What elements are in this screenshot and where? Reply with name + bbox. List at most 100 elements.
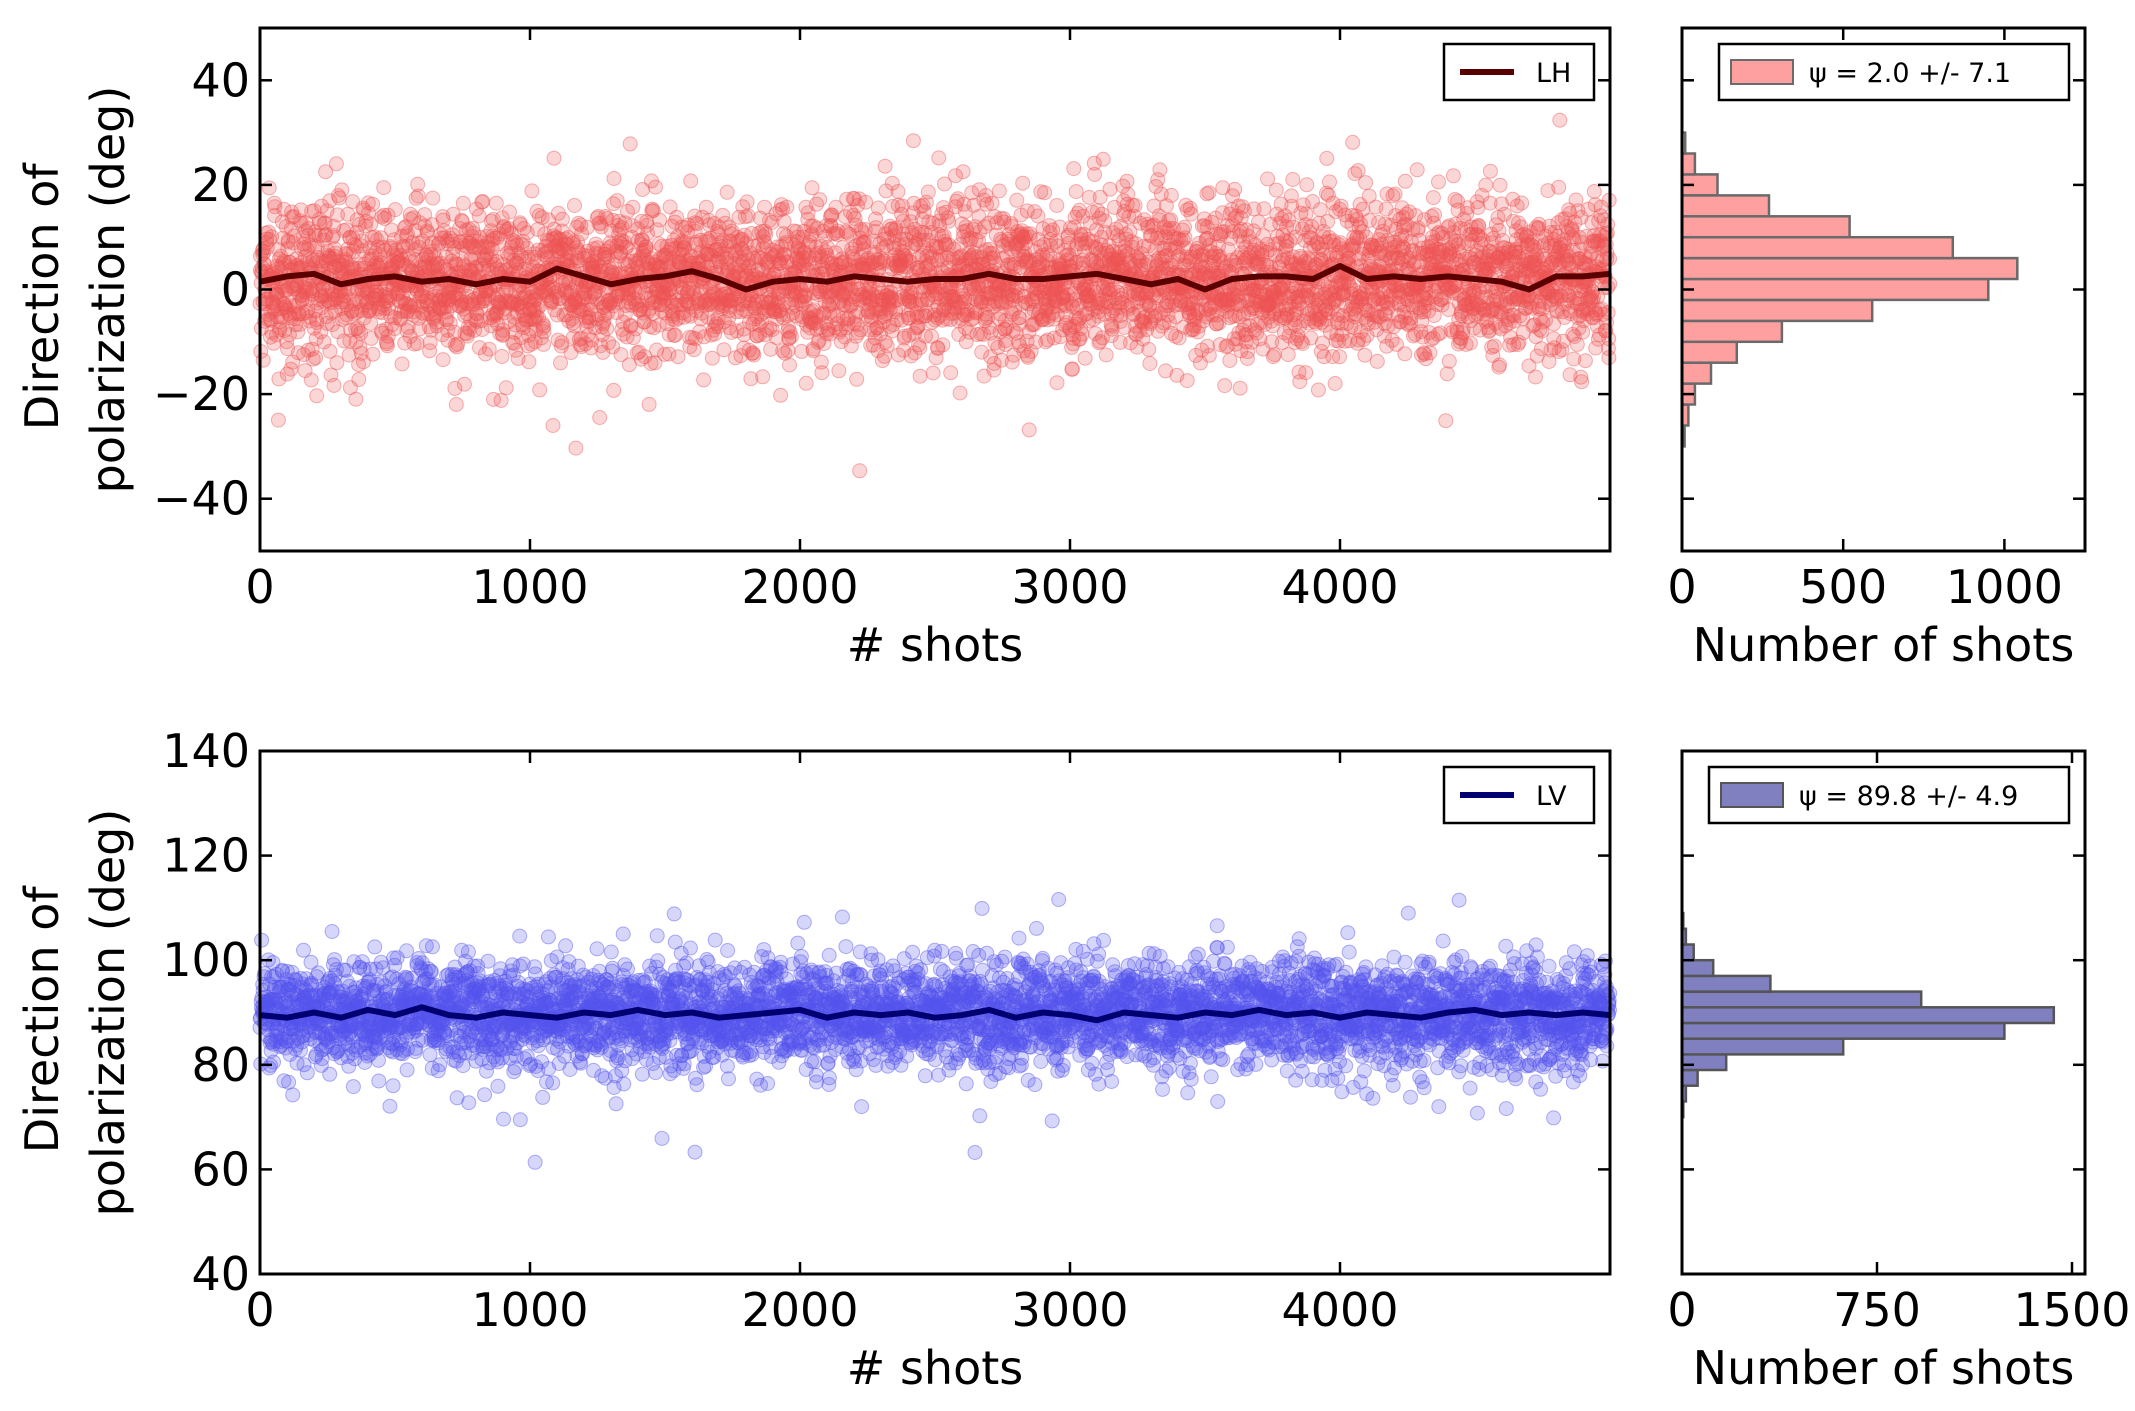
lh-scatter-point xyxy=(1438,413,1454,429)
lh-scatter-point xyxy=(1299,177,1315,193)
lh-scatter-point xyxy=(1280,347,1296,363)
lh-scatter-point xyxy=(782,357,797,373)
lh-scatter-point xyxy=(567,198,582,213)
lh-scatter-point xyxy=(275,230,291,246)
lh-scatter-point xyxy=(1227,181,1243,197)
lh-scatter-point xyxy=(279,282,295,298)
lh-scatter-point xyxy=(1357,347,1373,363)
lh-scatter-point xyxy=(1387,186,1403,202)
lh-scatter-point xyxy=(1600,305,1616,320)
lh-scatter-point xyxy=(268,298,284,314)
lh-scatter-point xyxy=(592,410,608,425)
lh-scatter-point xyxy=(920,184,936,200)
lh-scatter-point xyxy=(266,301,281,317)
lh-scatter-point xyxy=(783,329,799,345)
lh-scatter-point xyxy=(328,156,344,172)
lh-scatter-point xyxy=(376,180,392,196)
lh-scatter-point xyxy=(409,335,425,351)
lh-scatter-point xyxy=(270,309,286,325)
lh-scatter-point xyxy=(739,194,755,210)
lh-scatter-point xyxy=(935,337,951,353)
lh-scatter-point xyxy=(553,355,568,371)
lh-scatter-point xyxy=(276,296,291,312)
lh-scatter-point xyxy=(1077,350,1093,366)
lh-scatter-point xyxy=(852,463,868,479)
lh-scatter-point xyxy=(1201,347,1217,363)
lh-scatter-point xyxy=(1009,192,1025,208)
lh-scatter-point xyxy=(257,292,273,307)
lh-scatter-point xyxy=(704,350,720,366)
lh-scatter-point xyxy=(280,233,296,249)
lh-scatter-point xyxy=(277,255,293,271)
lh-scatter-point xyxy=(280,241,296,257)
lh-scatter-point xyxy=(455,195,471,211)
lh-scatter-point xyxy=(329,355,345,371)
lh-scatter-point xyxy=(281,327,297,343)
lh-scatter-point xyxy=(282,255,298,270)
lh-scatter-point xyxy=(1251,214,1266,230)
lh-scatter-point xyxy=(365,346,381,362)
lh-scatter-point xyxy=(283,221,299,237)
lh-scatter-point xyxy=(991,183,1007,199)
lh-scatter-point xyxy=(1256,201,1272,217)
lh-scatter-point xyxy=(274,309,290,325)
lh-scatter-point xyxy=(1492,177,1508,193)
lh-scatter-point xyxy=(1369,353,1385,369)
lh-scatter-point xyxy=(1217,378,1233,394)
lh-scatter-point xyxy=(263,329,278,345)
lh-scatter-point xyxy=(1064,361,1080,377)
lh-scatter-point xyxy=(566,318,582,334)
lh-scatter-point xyxy=(1201,185,1217,201)
lh-scatter-point xyxy=(524,183,540,199)
lh-scatter-point xyxy=(281,306,297,322)
lh-scatter-point xyxy=(276,201,292,217)
lh-scatter-point xyxy=(264,229,280,245)
lh-scatter-point xyxy=(269,284,285,300)
lh-scatter-point xyxy=(488,195,504,211)
lh-scatter-point xyxy=(625,199,641,215)
lh-scatter-point xyxy=(1095,151,1111,167)
lh-scatter-point xyxy=(1486,338,1502,354)
lh-scatter-point xyxy=(831,363,847,379)
lh-scatter-point xyxy=(1074,326,1090,342)
lh-scatter-point xyxy=(267,199,283,215)
lh-scatter-point xyxy=(1397,346,1413,362)
lh-scatter-point xyxy=(1232,380,1248,396)
lh-scatter-point xyxy=(1049,198,1065,213)
lh-scatter-point xyxy=(599,321,615,337)
lh-scatter-point xyxy=(255,352,271,368)
lh-scatter-point xyxy=(1021,422,1037,438)
lh-scatter-point xyxy=(1574,374,1590,390)
lh-scatter-point xyxy=(481,341,497,357)
lh-scatter-point xyxy=(1441,353,1457,369)
lh-scatter-point xyxy=(326,377,342,393)
lh-scatter-point xyxy=(1551,179,1567,195)
lh-scatter-point xyxy=(622,136,638,152)
lh-scatter-point xyxy=(1577,353,1593,369)
lh-scatter-point xyxy=(1087,167,1103,182)
lh-scatter-point xyxy=(1332,349,1347,365)
lh-scatter-point xyxy=(1462,335,1478,351)
lh-scatter-point xyxy=(667,327,683,343)
lh-scatter-point xyxy=(1478,177,1494,193)
lh-scatter-point xyxy=(475,194,491,210)
lh-scatter-point xyxy=(278,299,294,314)
lh-scatter-point xyxy=(1179,373,1195,389)
lh-scatter-point xyxy=(798,375,814,391)
lh-scatter-point xyxy=(1319,150,1335,166)
lh-scatter-point xyxy=(268,287,284,302)
lh-scatter-point xyxy=(536,336,551,352)
lh-scatter-point xyxy=(1397,173,1413,189)
lh-scatter-point xyxy=(351,372,367,387)
lh-scatter-point xyxy=(746,347,762,363)
lh-scatter-point xyxy=(1409,162,1425,178)
lh-scatter-point xyxy=(268,286,284,302)
lh-scatter-point xyxy=(1482,163,1498,179)
lh-scatter-point xyxy=(271,322,287,338)
lh-scatter-point xyxy=(261,224,277,240)
lh-scatter-point xyxy=(1358,175,1374,191)
lh-scatter-point xyxy=(264,324,280,340)
lh-scatter-point xyxy=(849,371,865,387)
lh-scatter-point xyxy=(858,194,874,210)
